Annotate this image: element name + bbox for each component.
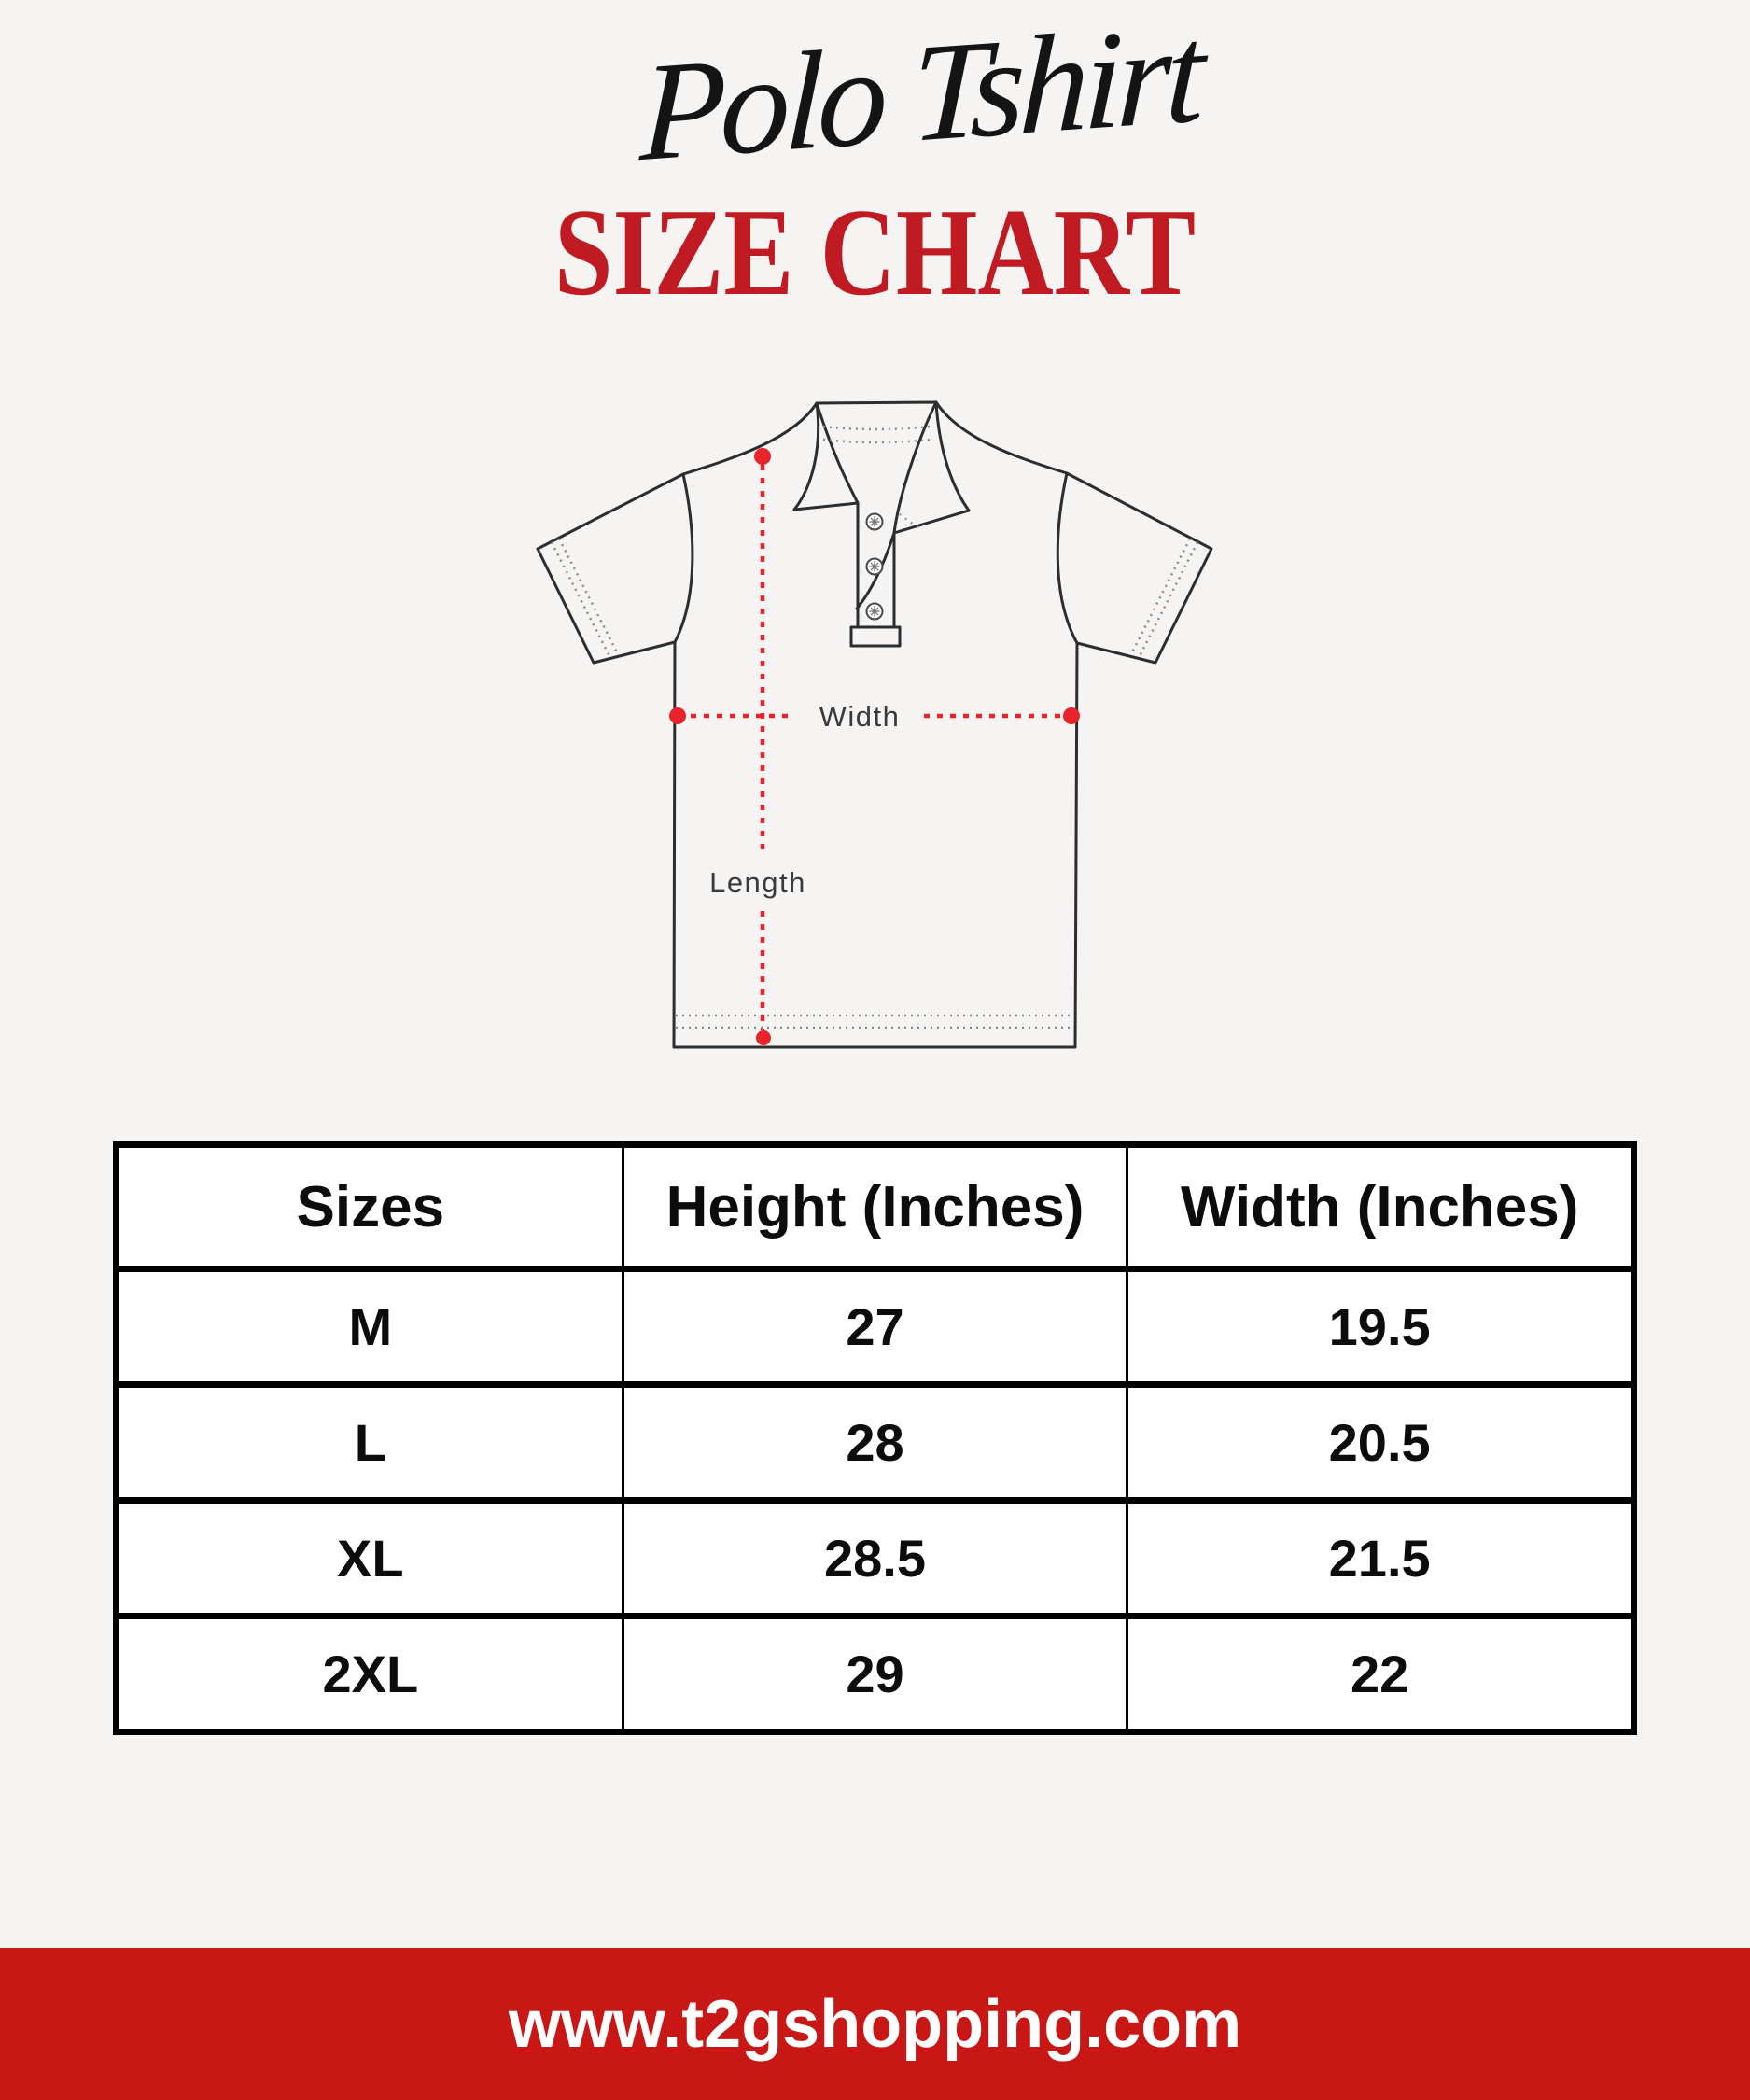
cell-height: 27 [621, 1266, 1129, 1388]
website-url: www.t2gshopping.com [508, 1986, 1242, 2062]
column-header-height: Height (Inches) [621, 1141, 1129, 1272]
cell-width: 22 [1126, 1613, 1635, 1735]
button-icon [865, 602, 884, 621]
button-icon [865, 512, 884, 531]
table-row: XL 28.5 21.5 [115, 1497, 1635, 1619]
table-row: 2XL 29 22 [115, 1613, 1635, 1735]
size-table: Sizes Height (Inches) Width (Inches) M 2… [113, 1141, 1637, 1735]
cell-width: 19.5 [1126, 1266, 1635, 1388]
cell-height: 29 [621, 1613, 1129, 1735]
cell-width: 20.5 [1126, 1381, 1635, 1504]
polo-shirt-illustration: Width Length [536, 400, 1213, 1049]
cell-height: 28 [621, 1381, 1129, 1504]
length-label: Length [709, 866, 806, 899]
cell-size: M [115, 1266, 624, 1388]
width-start-dot [669, 707, 686, 724]
table-header-row: Sizes Height (Inches) Width (Inches) [115, 1141, 1635, 1272]
width-label: Width [819, 700, 901, 733]
cell-size: L [115, 1381, 624, 1504]
placket-buttons [865, 512, 884, 621]
button-icon [865, 557, 884, 576]
stitch-lines [550, 425, 1199, 1029]
cell-width: 21.5 [1126, 1497, 1635, 1619]
page-title: SIZE CHART [553, 183, 1197, 321]
length-end-dot [756, 1030, 771, 1045]
shirt-outline [536, 400, 1213, 1049]
length-start-dot [754, 448, 771, 465]
table-row: M 27 19.5 [115, 1266, 1635, 1388]
cell-size: 2XL [115, 1613, 624, 1735]
script-heading-text: Polo Tshirt [637, 0, 1202, 191]
table-row: L 28 20.5 [115, 1381, 1635, 1504]
column-header-width: Width (Inches) [1126, 1141, 1635, 1272]
column-header-sizes: Sizes [115, 1141, 624, 1272]
cell-height: 28.5 [621, 1497, 1129, 1619]
footer-bar: www.t2gshopping.com [0, 1948, 1750, 2100]
width-end-dot [1063, 707, 1080, 724]
cell-size: XL [115, 1497, 624, 1619]
measurement-guides: Width Length [669, 448, 1080, 1045]
